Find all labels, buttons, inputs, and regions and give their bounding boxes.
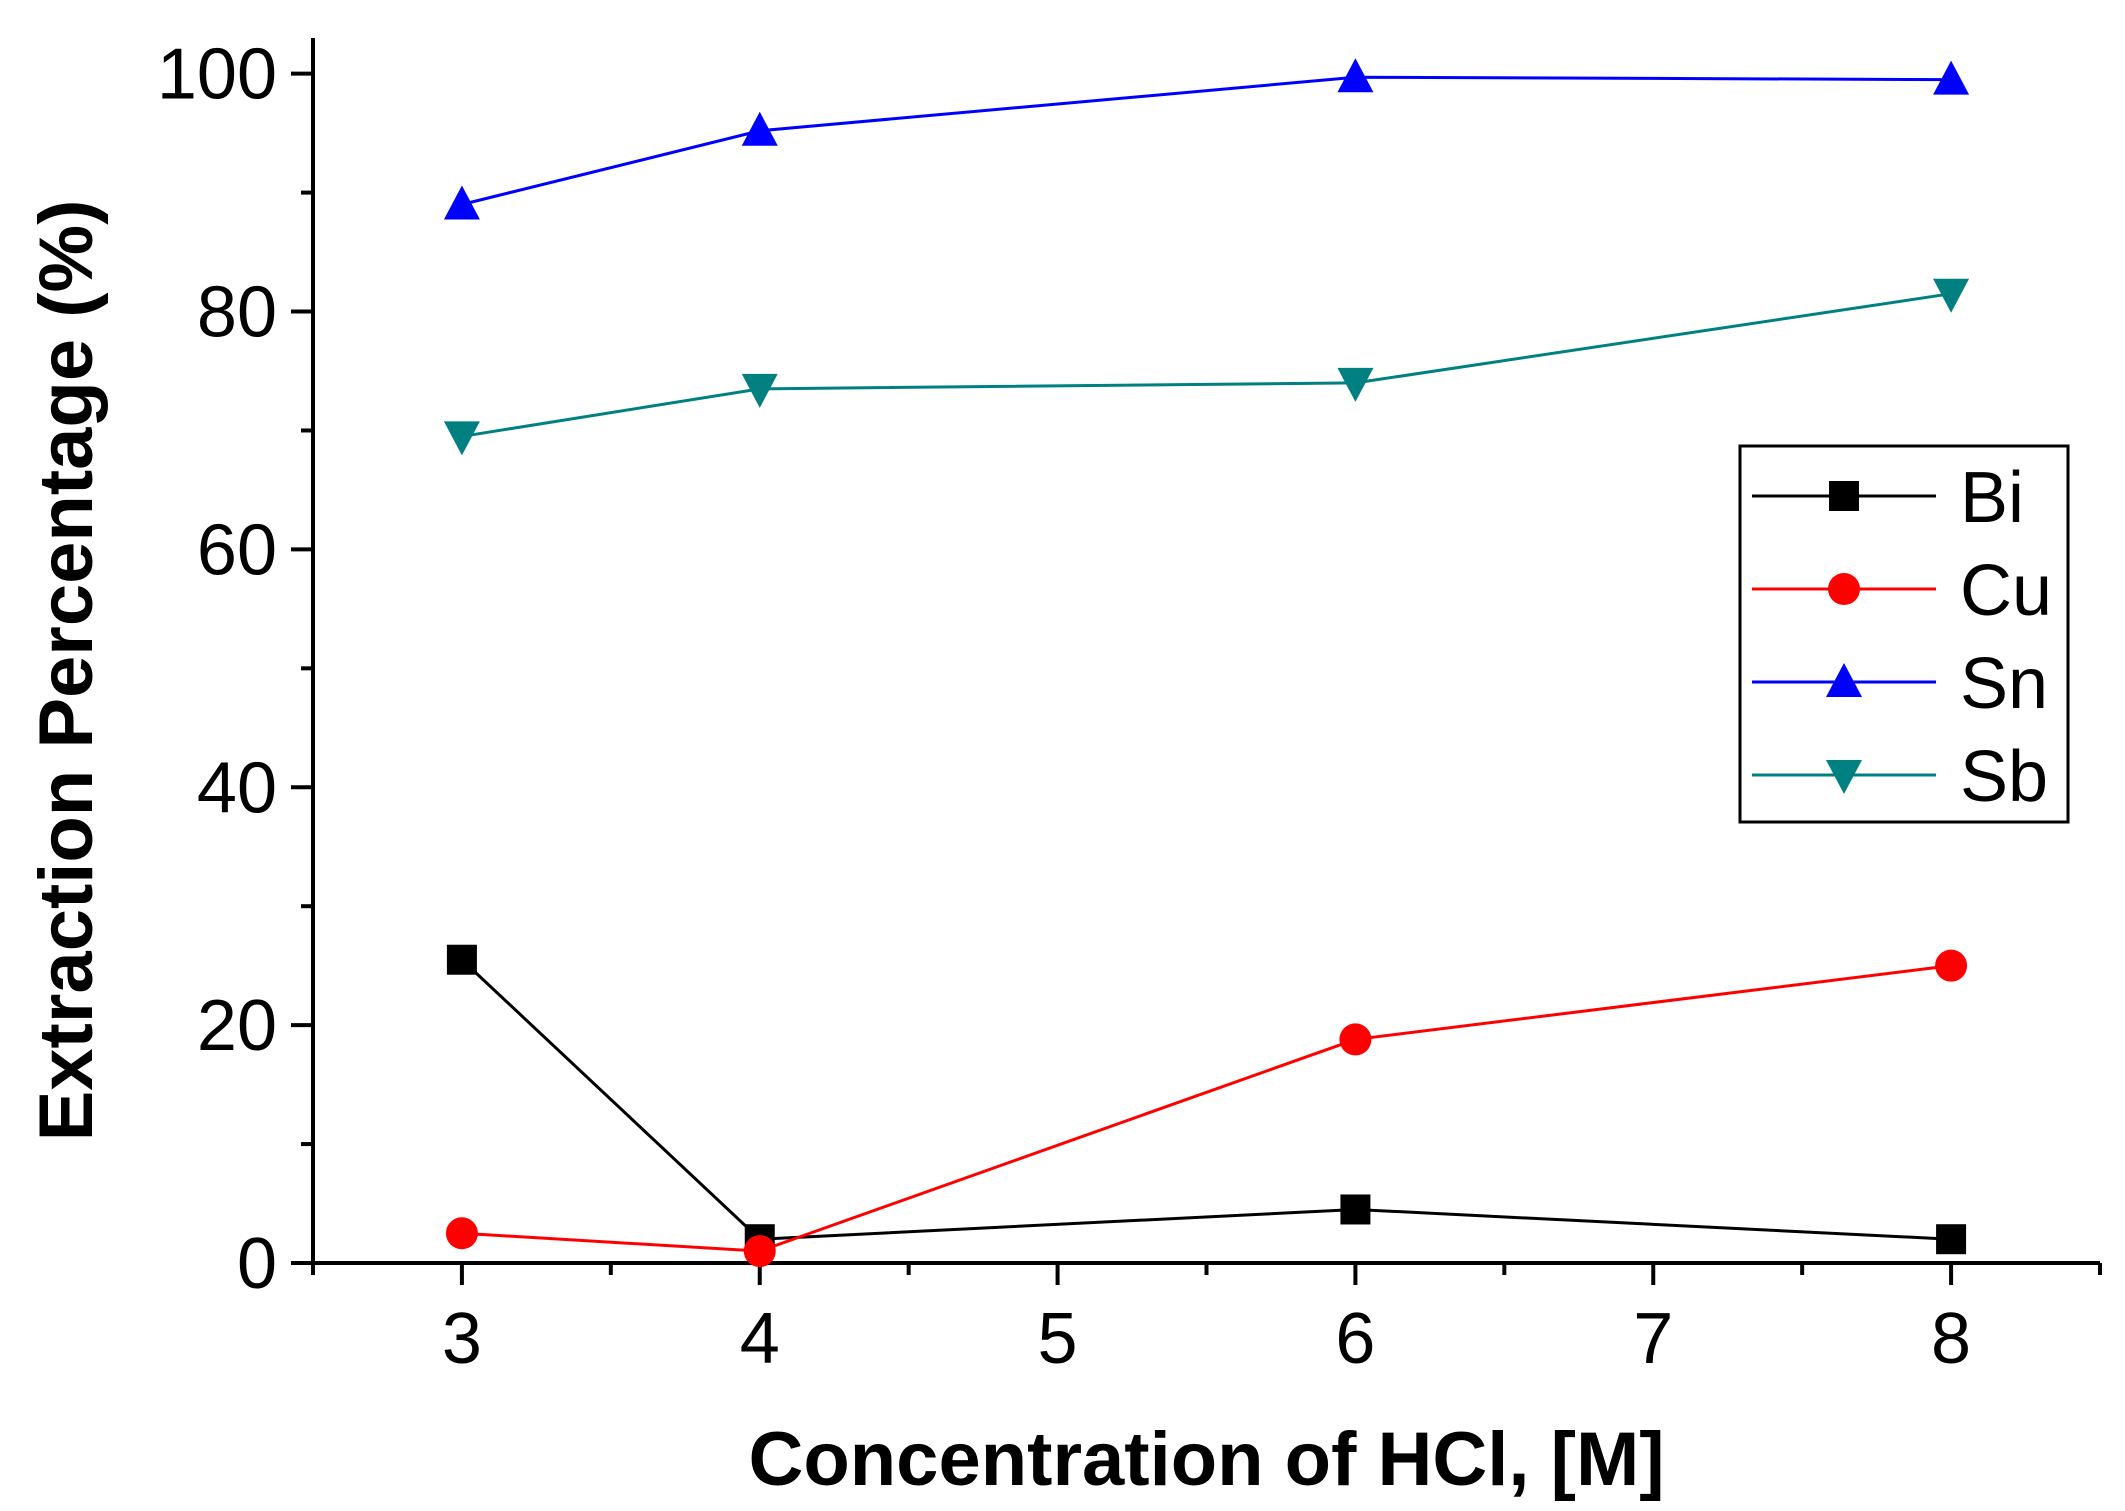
legend-marker-sn (1826, 663, 1862, 697)
legend-label-sb: Sb (1960, 737, 2048, 817)
series-lines (460, 75, 1952, 1253)
x-tick-label: 4 (740, 1299, 780, 1379)
series-markers (443, 58, 1970, 1268)
y-tick-label: 20 (197, 986, 277, 1066)
series-line-cu (461, 964, 1952, 1253)
data-point-cu (1935, 949, 1968, 982)
data-point-cu (1339, 1023, 1372, 1056)
data-point-sn (741, 111, 778, 146)
x-tick-label: 5 (1038, 1299, 1078, 1379)
data-point-sb (741, 373, 778, 408)
legend-label-bi: Bi (1960, 458, 2024, 538)
data-point-cu (445, 1217, 478, 1250)
data-point-bi (1340, 1194, 1371, 1225)
y-tick-label: 100 (157, 35, 277, 115)
y-tick-label: 60 (197, 510, 277, 590)
data-point-sb (1933, 278, 1970, 313)
legend-marker-bi (1829, 481, 1859, 511)
data-point-bi (446, 944, 477, 975)
series-line-bi (460, 958, 1952, 1241)
data-point-cu (743, 1235, 776, 1268)
legend-box (1738, 444, 2070, 824)
x-tick-label: 6 (1335, 1299, 1375, 1379)
x-tick-label: 8 (1931, 1299, 1971, 1379)
series-line-sb (461, 292, 1952, 438)
x-tick-label: 3 (442, 1299, 482, 1379)
legend: Bi Cu Sn Sb (1738, 444, 2070, 824)
data-point-sb (1337, 367, 1374, 402)
y-tick-label: 40 (197, 748, 277, 828)
x-axis-title: Concentration of HCl, [M] (748, 1417, 1664, 1502)
legend-marker-sb (1826, 760, 1862, 794)
legend-label-cu: Cu (1960, 551, 2052, 631)
x-tick-label: 7 (1633, 1299, 1673, 1379)
legend-label-sn: Sn (1960, 644, 2048, 724)
y-tick-label: 0 (237, 1224, 277, 1304)
data-point-sn (1337, 58, 1374, 93)
y-axis-title: Extraction Percentage (%) (24, 200, 109, 1142)
y-tick-label: 80 (197, 273, 277, 353)
data-point-sb (443, 421, 480, 456)
data-point-sn (443, 185, 480, 220)
data-point-bi (1936, 1224, 1967, 1255)
series-line-sn (461, 75, 1952, 206)
legend-marker-cu (1828, 573, 1860, 605)
data-point-sn (1933, 60, 1970, 95)
